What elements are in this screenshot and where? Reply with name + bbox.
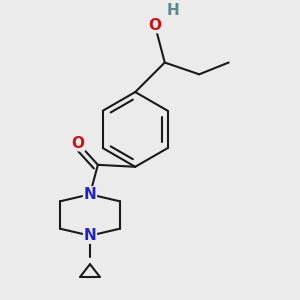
Text: O: O: [72, 136, 85, 151]
Text: O: O: [148, 18, 161, 33]
Text: N: N: [84, 187, 96, 202]
Text: N: N: [84, 228, 96, 243]
Text: H: H: [166, 3, 179, 18]
